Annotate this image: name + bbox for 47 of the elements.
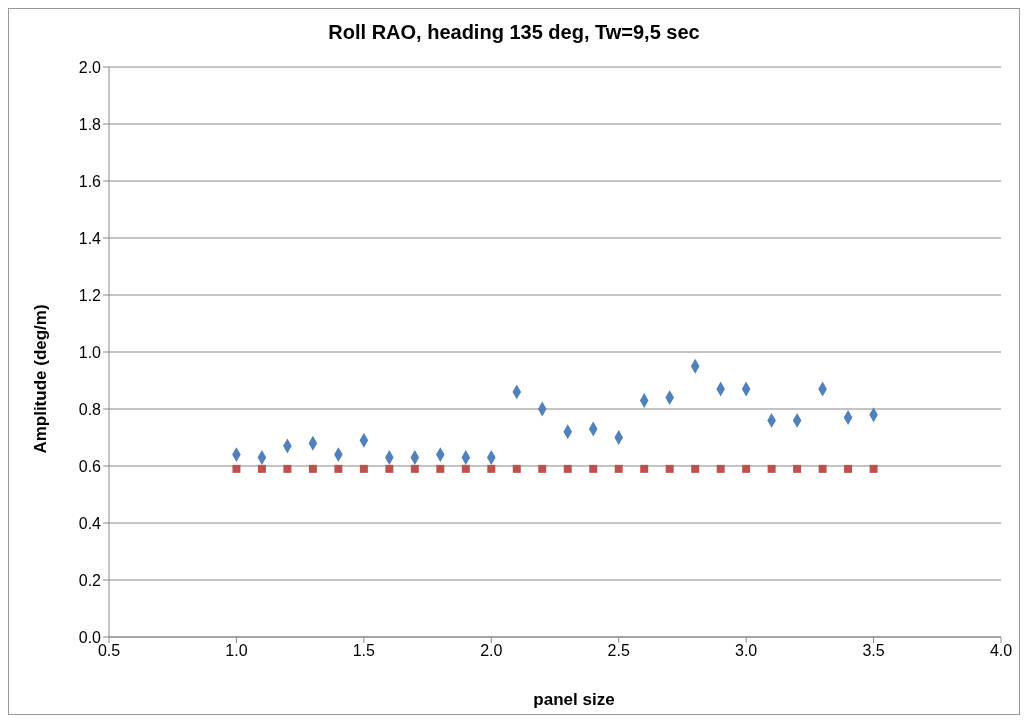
- point: [818, 464, 827, 473]
- y-tick-label: 1.6: [78, 172, 102, 190]
- point: [716, 464, 725, 473]
- point: [691, 464, 700, 473]
- point: [257, 464, 266, 473]
- y-tick-label: 0.2: [78, 571, 102, 589]
- y-tick-label: 1.2: [78, 286, 102, 304]
- y-tick-label: 1.8: [78, 115, 102, 133]
- point: [385, 464, 394, 473]
- x-tick-label: 2.0: [480, 642, 503, 660]
- point: [614, 464, 623, 473]
- x-axis-title: panel size: [532, 690, 616, 710]
- point: [461, 464, 470, 473]
- y-tick-label: 2.0: [78, 58, 102, 76]
- x-tick-label: 0.5: [97, 642, 121, 660]
- x-tick-label: 1.0: [225, 642, 248, 660]
- x-tick-label: 3.0: [735, 642, 758, 660]
- point: [665, 464, 674, 473]
- point: [308, 464, 317, 473]
- y-tick-label: 0.6: [78, 457, 102, 475]
- y-tick-label: 0.8: [78, 400, 102, 418]
- point: [767, 464, 776, 473]
- point: [640, 464, 649, 473]
- point: [742, 464, 751, 473]
- x-tick-label: 2.5: [607, 642, 630, 660]
- point: [844, 464, 853, 473]
- y-tick-label: 0.4: [78, 514, 102, 532]
- point: [589, 464, 598, 473]
- point: [512, 464, 521, 473]
- point: [359, 464, 368, 473]
- point: [869, 464, 878, 473]
- x-tick-label: 1.5: [352, 642, 376, 660]
- y-tick-label: 1.4: [78, 229, 102, 247]
- point: [793, 464, 802, 473]
- point: [436, 464, 445, 473]
- point: [410, 464, 419, 473]
- point: [563, 464, 572, 473]
- point: [232, 464, 241, 473]
- x-tick-label: 3.5: [862, 642, 885, 660]
- point: [538, 464, 547, 473]
- x-tick-label: 4.0: [989, 642, 1013, 660]
- point: [283, 464, 292, 473]
- y-axis-title: Amplitude (deg/m): [31, 304, 51, 454]
- point: [334, 464, 343, 473]
- chart-title: Roll RAO, heading 135 deg, Tw=9,5 sec: [327, 21, 701, 44]
- point: [487, 464, 496, 473]
- y-tick-label: 1.0: [78, 343, 102, 361]
